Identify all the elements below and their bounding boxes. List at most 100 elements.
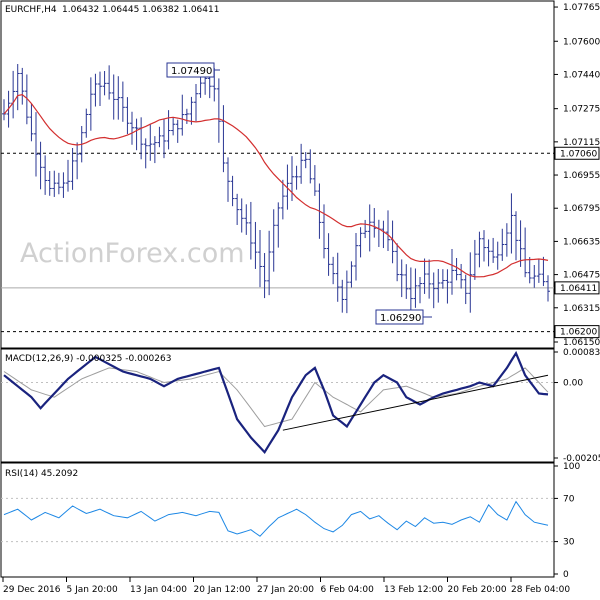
price-bar <box>221 105 226 173</box>
price-bar <box>84 108 89 138</box>
price-bar <box>175 119 180 143</box>
time-tick-label: 6 Feb 04:00 <box>321 585 375 595</box>
price-bar <box>88 77 93 131</box>
time-tick-label: 13 Feb 12:00 <box>384 585 443 595</box>
price-bar <box>239 198 244 233</box>
price-bar <box>509 193 514 254</box>
price-bar <box>408 267 413 315</box>
price-bar <box>102 71 107 96</box>
macd-panel: 0.000833 0.00 -0.002059 MACD(12,26,9) -0.0… <box>0 348 600 464</box>
price-tick-label: 1.07275 <box>563 105 600 115</box>
price-bar <box>198 75 203 98</box>
support-tag: 1.06200 <box>554 325 600 339</box>
rsi-tick-label: 0 <box>563 570 569 580</box>
price-bar <box>294 165 299 190</box>
rsi-panel-frame <box>0 462 555 578</box>
price-bar <box>418 276 422 304</box>
price-bar <box>184 108 189 124</box>
price-panel-frame <box>0 0 555 349</box>
price-bar <box>454 258 459 281</box>
price-panel: ActionForex.com 1.077651.076001.074401.0… <box>0 0 600 349</box>
price-tick-label: 1.06150 <box>563 338 600 348</box>
price-bar <box>468 252 473 313</box>
time-tick-label: 5 Jan 20:00 <box>67 585 119 595</box>
price-bar <box>308 149 313 184</box>
support-tag-text: 1.06200 <box>560 328 597 338</box>
price-bar <box>367 204 372 252</box>
price-bar <box>354 232 358 281</box>
price-bar <box>152 136 157 164</box>
price-bar <box>52 170 57 197</box>
price-bar <box>276 202 281 248</box>
last-price-tag-box <box>554 281 600 295</box>
price-bar <box>226 157 230 202</box>
price-tick-label: 1.06635 <box>563 237 600 247</box>
price-bar <box>248 201 253 260</box>
price-tick-label: 1.06795 <box>563 204 600 214</box>
price-bar <box>148 123 153 161</box>
price-bar <box>194 84 198 122</box>
price-bar <box>303 152 308 169</box>
price-bar <box>20 67 25 105</box>
resistance-tag-text: 1.07060 <box>560 149 597 159</box>
time-tick-label: 20 Jan 12:00 <box>194 585 251 595</box>
time-tick-label: 29 Dec 2016 <box>3 585 61 595</box>
price-bar <box>482 230 486 262</box>
rsi-line <box>3 500 549 537</box>
price-bar <box>504 223 509 257</box>
price-bar <box>514 211 518 261</box>
price-bar <box>445 269 450 304</box>
price-tick-label: 1.06315 <box>563 304 600 314</box>
price-bar <box>404 264 409 299</box>
rsi-tick-label: 70 <box>563 494 575 504</box>
price-bar <box>75 142 80 180</box>
price-bar <box>450 248 454 295</box>
macd-trendline <box>282 374 549 431</box>
price-bar <box>38 141 43 190</box>
price-bar <box>335 252 340 302</box>
price-bar <box>546 275 550 302</box>
price-bar <box>120 81 125 122</box>
price-bar <box>500 228 505 261</box>
price-bar <box>427 259 432 299</box>
macd-panel-frame <box>0 348 555 463</box>
high-annotation: 1.07490 <box>166 62 220 78</box>
price-y-axis: 1.07765 1.07600 1.07440 1.07275 1.07115 1.069… <box>554 3 600 348</box>
resistance-tag-box <box>554 146 600 160</box>
rsi-tick-label: 30 <box>563 538 575 548</box>
price-bar <box>93 73 98 107</box>
low-label: 1.06290 <box>380 313 421 324</box>
macd-tick-label: -0.002059 <box>563 454 600 464</box>
price-bar <box>527 257 532 284</box>
macd-signal-line <box>3 367 549 428</box>
price-bar <box>280 179 285 220</box>
price-bar <box>171 116 176 136</box>
time-axis: 29 Dec 2016 5 Jan 20:00 13 Jan 04:00 20 Jan… <box>2 577 570 595</box>
low-annotation: 1.06290 <box>375 309 432 325</box>
last-price-tag-text: 1.06411 <box>560 284 597 294</box>
price-tick-label: 1.07765 <box>563 3 600 13</box>
price-bar <box>331 256 336 285</box>
price-bar <box>166 110 171 150</box>
price-bar <box>107 65 112 100</box>
price-bar <box>125 97 130 135</box>
price-bar <box>262 253 267 299</box>
high-label: 1.07490 <box>171 66 212 77</box>
price-bar <box>70 147 75 190</box>
price-bar <box>541 256 546 287</box>
price-bar <box>24 74 29 125</box>
price-bar <box>111 74 116 120</box>
rsi-tick-label: 100 <box>563 462 580 472</box>
price-bar <box>56 172 61 195</box>
price-bar <box>216 78 221 143</box>
time-tick-label: 27 Jan 20:00 <box>257 585 314 595</box>
price-bar <box>413 268 418 308</box>
price-bar <box>459 263 464 289</box>
price-bar <box>134 118 139 151</box>
price-tick-label: 1.06475 <box>563 271 600 281</box>
price-bar <box>34 112 38 177</box>
price-bar <box>344 270 349 314</box>
price-bar <box>15 64 20 111</box>
price-bar <box>532 265 537 288</box>
price-bar <box>162 118 166 159</box>
